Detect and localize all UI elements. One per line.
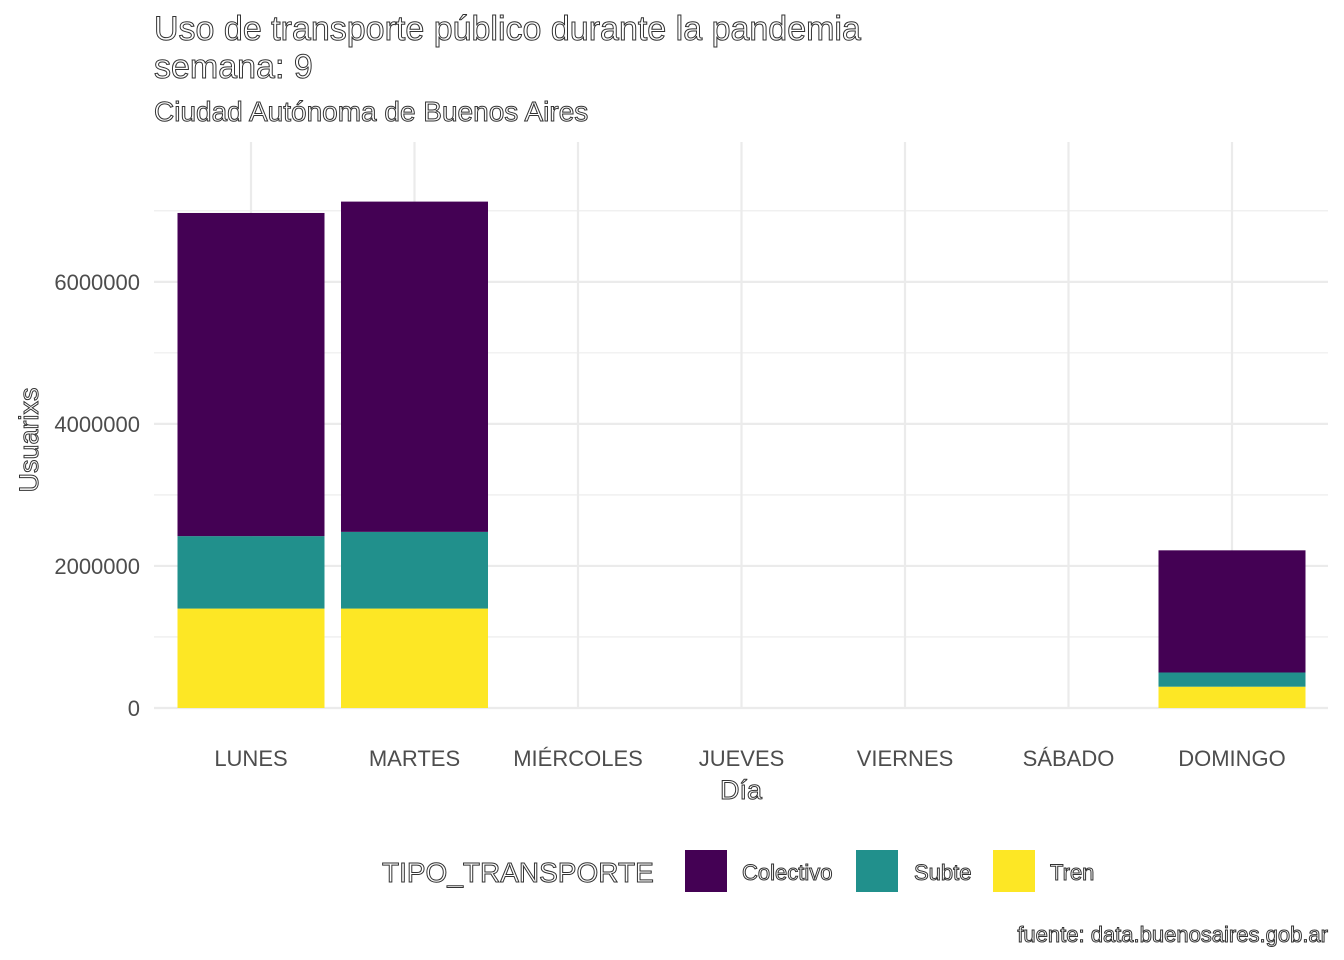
bar-subte-martes (341, 531, 488, 609)
y-tick-label: 0 (128, 696, 140, 721)
bar-colectivo-lunes (177, 212, 325, 537)
y-tick-label: 2000000 (54, 554, 140, 579)
legend-swatch-colectivo (685, 850, 727, 892)
x-tick-label-sabado: SÁBADO (1023, 746, 1115, 771)
legend-label-colectivo: Colectivo (742, 860, 832, 885)
x-axis-ticks: LUNES MARTES MIÉRCOLES JUEVES VIERNES SÁBADO D… (214, 746, 1285, 771)
bar-tren-domingo (1158, 686, 1306, 708)
x-axis-label: Día (720, 775, 763, 805)
legend-title: TIPO_TRANSPORTE (382, 857, 654, 888)
bar-colectivo-domingo (1158, 550, 1306, 673)
y-axis-label: Usuarixs (14, 387, 44, 492)
bar-subte-lunes (177, 536, 325, 609)
chart-title-line2: semana: 9 (154, 48, 313, 86)
gridlines (154, 142, 1328, 710)
y-axis-ticks: 0 2000000 4000000 6000000 (54, 270, 140, 721)
chart-title: Uso de transporte público durante la pan… (154, 10, 861, 48)
y-tick-label: 4000000 (54, 412, 140, 437)
legend-swatch-subte (856, 850, 898, 892)
legend-label-tren: Tren (1050, 860, 1094, 885)
bar-subte-domingo (1158, 672, 1306, 687)
legend-swatch-tren (993, 850, 1035, 892)
x-tick-label-lunes: LUNES (214, 746, 287, 771)
caption: fuente: data.buenosaires.gob.ar (1017, 922, 1328, 947)
bar-tren-martes (341, 608, 488, 708)
bars (177, 201, 1306, 708)
x-tick-label-miercoles: MIÉRCOLES (513, 746, 643, 771)
bar-tren-lunes (177, 608, 325, 708)
x-tick-label-jueves: JUEVES (699, 746, 785, 771)
bar-colectivo-martes (341, 201, 488, 532)
x-tick-label-domingo: DOMINGO (1178, 746, 1286, 771)
x-tick-label-viernes: VIERNES (857, 746, 954, 771)
chart-subtitle: Ciudad Autónoma de Buenos Aires (154, 96, 588, 127)
y-tick-label: 6000000 (54, 270, 140, 295)
x-tick-label-martes: MARTES (369, 746, 460, 771)
legend-label-subte: Subte (914, 860, 972, 885)
legend: TIPO_TRANSPORTE Colectivo Subte Tren (382, 850, 1095, 892)
